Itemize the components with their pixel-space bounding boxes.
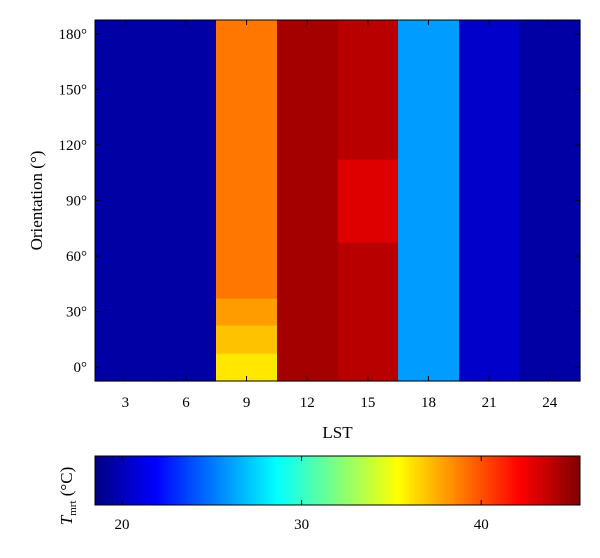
colorbar-ticks: 20 30 40 [114, 456, 489, 533]
heatmap-cell [216, 20, 278, 299]
heatmap-cell [156, 20, 217, 382]
colorbar-label-sub: mrt [67, 500, 79, 515]
heatmap-cell [398, 20, 460, 382]
x-tick-label: 12 [300, 395, 315, 411]
y-tick-label: 90° [66, 194, 87, 210]
heatmap-cell [459, 20, 520, 382]
y-tick-label: 0° [74, 360, 88, 376]
y-axis-label: Orientation (°) [27, 151, 46, 251]
heatmap-cell [216, 325, 278, 354]
heatmap-cell [338, 159, 399, 243]
x-tick-label: 21 [482, 395, 497, 411]
colorbar-gradient [94, 455, 581, 506]
heatmap-cell [519, 20, 581, 382]
x-tick-label: 3 [122, 395, 130, 411]
y-tick-label: 120° [59, 138, 88, 154]
colorbar-tick-label: 40 [474, 517, 489, 533]
heatmap-cell [338, 20, 399, 160]
y-tick-label: 150° [59, 82, 88, 98]
y-tick-label: 180° [59, 27, 88, 43]
y-axis-ticks: 0° 30° 60° 90° 120° 150° 180° [59, 27, 580, 376]
x-tick-label: 9 [243, 395, 251, 411]
x-tick-label: 18 [421, 395, 436, 411]
heatmap-cell [216, 298, 278, 326]
heatmap-cell [95, 20, 157, 382]
x-tick-label: 15 [360, 395, 375, 411]
heatmap-cell [277, 20, 339, 382]
colorbar-tick-label: 30 [294, 517, 309, 533]
y-tick-label: 30° [66, 305, 87, 321]
colorbar-label: Tmrt (°C) [57, 467, 79, 525]
colorbar-label-main: T [57, 514, 76, 525]
x-axis-label: LST [322, 423, 353, 442]
x-tick-label: 24 [542, 395, 558, 411]
colorbar-tick-label: 20 [114, 517, 129, 533]
heatmap-cells [95, 20, 581, 382]
heatmap-cell [338, 242, 399, 382]
x-tick-label: 6 [182, 395, 190, 411]
colorbar-label-unit: (°C) [57, 467, 76, 501]
x-axis-ticks: 3 6 9 12 15 18 21 24 [122, 20, 558, 411]
y-tick-label: 60° [66, 249, 87, 265]
